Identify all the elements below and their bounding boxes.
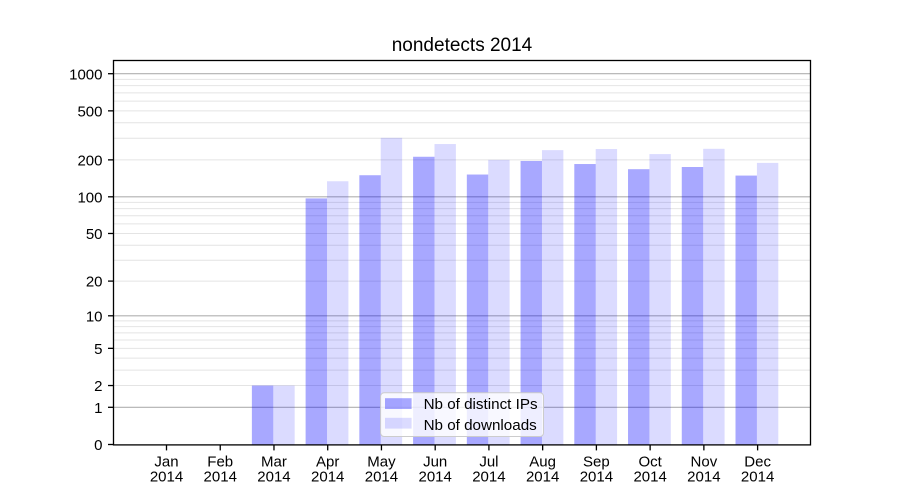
svg-text:2014: 2014: [204, 469, 237, 486]
svg-text:2014: 2014: [526, 469, 559, 486]
svg-text:Apr: Apr: [316, 453, 339, 470]
svg-text:2014: 2014: [580, 469, 613, 486]
svg-text:Jun: Jun: [423, 453, 447, 470]
svg-text:Sep: Sep: [583, 453, 610, 470]
svg-text:nondetects 2014: nondetects 2014: [392, 35, 533, 56]
svg-text:100: 100: [77, 189, 102, 206]
svg-text:Aug: Aug: [529, 453, 556, 470]
svg-text:2014: 2014: [741, 469, 774, 486]
svg-text:20: 20: [86, 274, 103, 291]
svg-text:Jul: Jul: [479, 453, 498, 470]
svg-text:Nb of downloads: Nb of downloads: [424, 417, 538, 434]
svg-text:2: 2: [94, 378, 102, 395]
svg-text:5: 5: [94, 341, 102, 358]
svg-text:Feb: Feb: [207, 453, 233, 470]
svg-text:500: 500: [77, 103, 102, 120]
svg-text:2014: 2014: [257, 469, 290, 486]
svg-text:1000: 1000: [69, 66, 102, 83]
svg-text:10: 10: [86, 308, 103, 325]
svg-text:Oct: Oct: [638, 453, 662, 470]
svg-text:2014: 2014: [472, 469, 505, 486]
svg-text:50: 50: [86, 226, 103, 243]
svg-text:2014: 2014: [311, 469, 344, 486]
svg-text:1: 1: [94, 400, 102, 417]
svg-text:2014: 2014: [365, 469, 398, 486]
svg-text:2014: 2014: [687, 469, 720, 486]
svg-text:Jan: Jan: [154, 453, 178, 470]
svg-text:May: May: [367, 453, 396, 470]
svg-text:2014: 2014: [419, 469, 452, 486]
svg-text:2014: 2014: [150, 469, 183, 486]
svg-text:Nb of distinct IPs: Nb of distinct IPs: [424, 396, 538, 413]
svg-text:Mar: Mar: [261, 453, 287, 470]
svg-text:0: 0: [94, 437, 102, 454]
svg-text:2014: 2014: [633, 469, 666, 486]
svg-text:Nov: Nov: [691, 453, 718, 470]
svg-text:Dec: Dec: [744, 453, 771, 470]
svg-text:200: 200: [77, 152, 102, 169]
